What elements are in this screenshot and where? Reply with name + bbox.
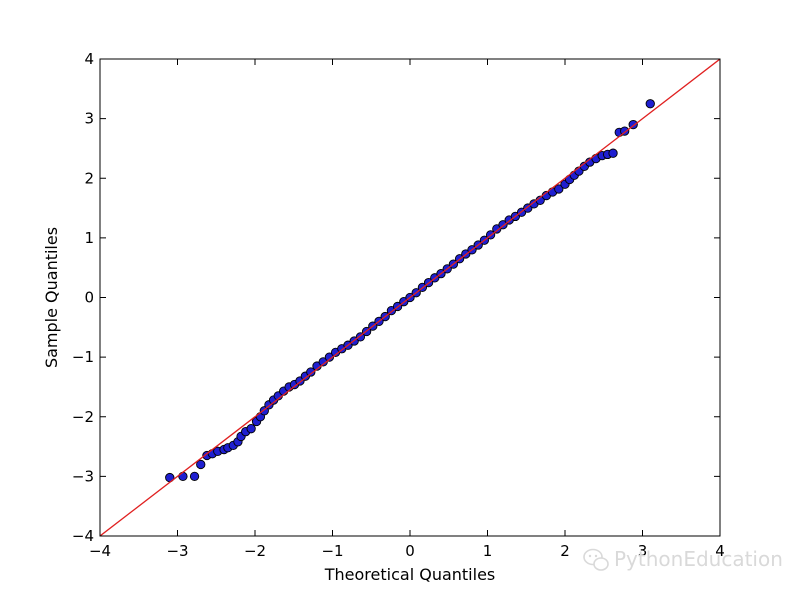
data-point <box>324 352 335 362</box>
data-point <box>608 148 618 158</box>
x-tick-label: −3 <box>166 542 188 560</box>
y-tick-label: 3 <box>84 110 94 128</box>
data-point <box>246 424 256 434</box>
y-axis-title: Sample Quantiles <box>42 227 61 368</box>
reference-line <box>100 59 720 536</box>
x-tick-label: −1 <box>321 542 343 560</box>
y-tick-label: −4 <box>72 527 94 545</box>
data-point <box>645 99 655 109</box>
watermark: PythonEducation <box>583 547 783 571</box>
x-tick-label: −4 <box>89 542 111 560</box>
watermark-text: PythonEducation <box>614 547 783 571</box>
data-point <box>318 357 328 367</box>
x-axis-title: Theoretical Quantiles <box>324 565 496 584</box>
wechat-icon <box>583 548 609 571</box>
data-point <box>554 184 564 194</box>
x-tick-label: 2 <box>560 542 570 560</box>
x-tick-label: −2 <box>244 542 266 560</box>
y-tick-label: −1 <box>72 348 94 366</box>
y-tick-label: −3 <box>72 467 94 485</box>
data-point <box>196 459 206 470</box>
data-point <box>178 471 188 482</box>
x-tick-label: 4 <box>715 542 725 560</box>
axis-tick-labels: −4 −3 −2 −1 0 1 2 3 4 −4 −3 −2 −1 0 1 2 3 4 <box>72 50 725 560</box>
x-tick-label: 1 <box>483 542 493 560</box>
y-tick-label: 0 <box>84 289 94 307</box>
data-point <box>189 471 200 482</box>
y-tick-label: 1 <box>84 229 94 247</box>
plot-area <box>100 59 720 536</box>
x-tick-label: 3 <box>638 542 648 560</box>
y-tick-label: 2 <box>84 169 94 187</box>
y-tick-label: 4 <box>84 50 94 68</box>
axis-ticks <box>99 58 721 537</box>
x-tick-label: 0 <box>405 542 415 560</box>
y-tick-label: −2 <box>72 408 94 426</box>
data-point <box>306 367 316 377</box>
